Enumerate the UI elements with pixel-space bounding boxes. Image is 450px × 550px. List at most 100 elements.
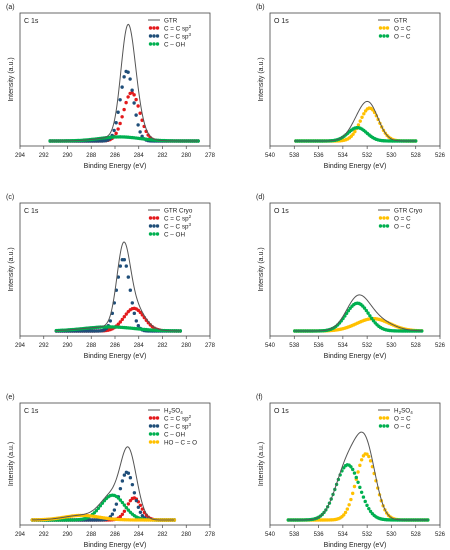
x-axis-label: Binding Energy (eV) xyxy=(84,542,147,549)
x-tick-label: 290 xyxy=(62,532,73,538)
data-point xyxy=(136,324,141,328)
legend-marker xyxy=(152,432,156,436)
x-tick-label: 536 xyxy=(314,532,325,538)
legend-marker xyxy=(148,416,153,420)
panel-d: (d) O 1s 540 538 536 534 532 530 528 526 Binding E… xyxy=(256,194,446,360)
legend-marker xyxy=(378,224,383,228)
data-point xyxy=(124,69,128,74)
data-point xyxy=(368,314,372,318)
envelope-line xyxy=(288,431,428,521)
x-tick-label: 538 xyxy=(289,153,300,159)
data-point xyxy=(138,510,143,515)
x-tick-label: 288 xyxy=(86,153,97,159)
data-point xyxy=(358,119,362,123)
x-tick-label: 284 xyxy=(134,153,145,159)
envelope-line xyxy=(49,23,199,142)
x-tick-label: 284 xyxy=(134,532,145,538)
data-point xyxy=(358,463,362,468)
data-point xyxy=(120,115,124,119)
legend-marker xyxy=(152,440,156,444)
x-tick-label: 534 xyxy=(338,153,349,159)
x-tick-label: 288 xyxy=(86,532,97,538)
data-point xyxy=(110,512,115,516)
data-point xyxy=(136,505,141,510)
data-point xyxy=(345,507,350,511)
data-point xyxy=(126,275,131,279)
data-point xyxy=(114,131,118,136)
legend-marker xyxy=(152,416,156,420)
x-tick-label: 530 xyxy=(386,153,397,159)
data-point xyxy=(367,506,371,511)
x-tick-label: 280 xyxy=(181,343,192,349)
legend-label: C – C sp3 xyxy=(164,422,192,431)
legend-marker xyxy=(152,224,156,228)
y-axis-label: Intensity (a.u.) xyxy=(8,57,15,101)
legend-label: O – C xyxy=(394,33,411,40)
legend-marker xyxy=(155,232,160,236)
data-point xyxy=(124,264,129,268)
series-c-c-sp3 xyxy=(48,69,200,143)
legend-marker xyxy=(155,424,160,428)
legend-marker xyxy=(152,34,156,38)
x-tick-label: 538 xyxy=(289,343,300,349)
region-label: C 1s xyxy=(24,408,39,415)
legend-marker xyxy=(148,440,153,444)
data-point xyxy=(132,93,136,97)
legend-label: O = C xyxy=(394,215,411,222)
data-point xyxy=(349,497,353,502)
data-point xyxy=(356,123,361,127)
legend-label: C = C sp2 xyxy=(164,214,192,223)
legend-marker xyxy=(155,34,160,38)
series-c-c-sp3 xyxy=(30,470,177,522)
x-tick-label: 292 xyxy=(39,343,50,349)
legend-label: C – OH xyxy=(164,41,185,48)
legend-marker xyxy=(378,424,383,428)
legend-marker xyxy=(385,224,390,228)
data-point xyxy=(348,306,352,310)
legend-marker xyxy=(155,440,160,444)
y-axis-label: Intensity (a.u.) xyxy=(8,442,15,486)
legend-marker xyxy=(155,26,160,30)
data-point xyxy=(122,75,126,79)
data-point xyxy=(112,128,116,133)
data-point xyxy=(138,130,142,134)
y-axis-label: Intensity (a.u.) xyxy=(258,247,265,291)
data-point xyxy=(140,507,145,511)
data-point xyxy=(358,485,362,490)
data-point xyxy=(126,508,131,512)
legend-label: C = C sp2 xyxy=(164,24,192,33)
x-tick-label: 286 xyxy=(110,532,121,538)
data-point xyxy=(130,496,135,501)
data-point xyxy=(126,95,130,99)
x-tick-label: 540 xyxy=(265,343,276,349)
data-point xyxy=(368,509,373,514)
x-tick-label: 540 xyxy=(265,153,276,159)
envelope-line xyxy=(55,241,181,332)
x-tick-label: 290 xyxy=(62,153,73,159)
data-point xyxy=(132,101,136,105)
data-point xyxy=(360,115,364,120)
x-tick-label: 280 xyxy=(181,153,192,159)
legend-marker xyxy=(152,26,156,30)
panel-label: (f) xyxy=(256,394,263,401)
x-tick-label: 282 xyxy=(157,343,168,349)
x-tick-label: 294 xyxy=(15,532,26,538)
data-point xyxy=(130,482,135,487)
data-point xyxy=(346,309,351,313)
x-tick-label: 286 xyxy=(110,343,121,349)
data-point xyxy=(361,495,366,499)
data-point xyxy=(132,491,137,495)
data-point xyxy=(136,104,140,108)
x-tick-label: 532 xyxy=(362,532,373,538)
data-point xyxy=(124,470,129,474)
data-point xyxy=(356,480,360,484)
data-point xyxy=(122,509,127,513)
x-tick-label: 536 xyxy=(314,153,325,159)
data-point xyxy=(132,311,137,316)
data-point xyxy=(94,508,99,513)
panel-label: (c) xyxy=(6,194,14,201)
data-point xyxy=(138,111,142,115)
panel-f: (f) O 1s 540 538 536 534 532 530 528 526 Binding E… xyxy=(256,394,446,549)
